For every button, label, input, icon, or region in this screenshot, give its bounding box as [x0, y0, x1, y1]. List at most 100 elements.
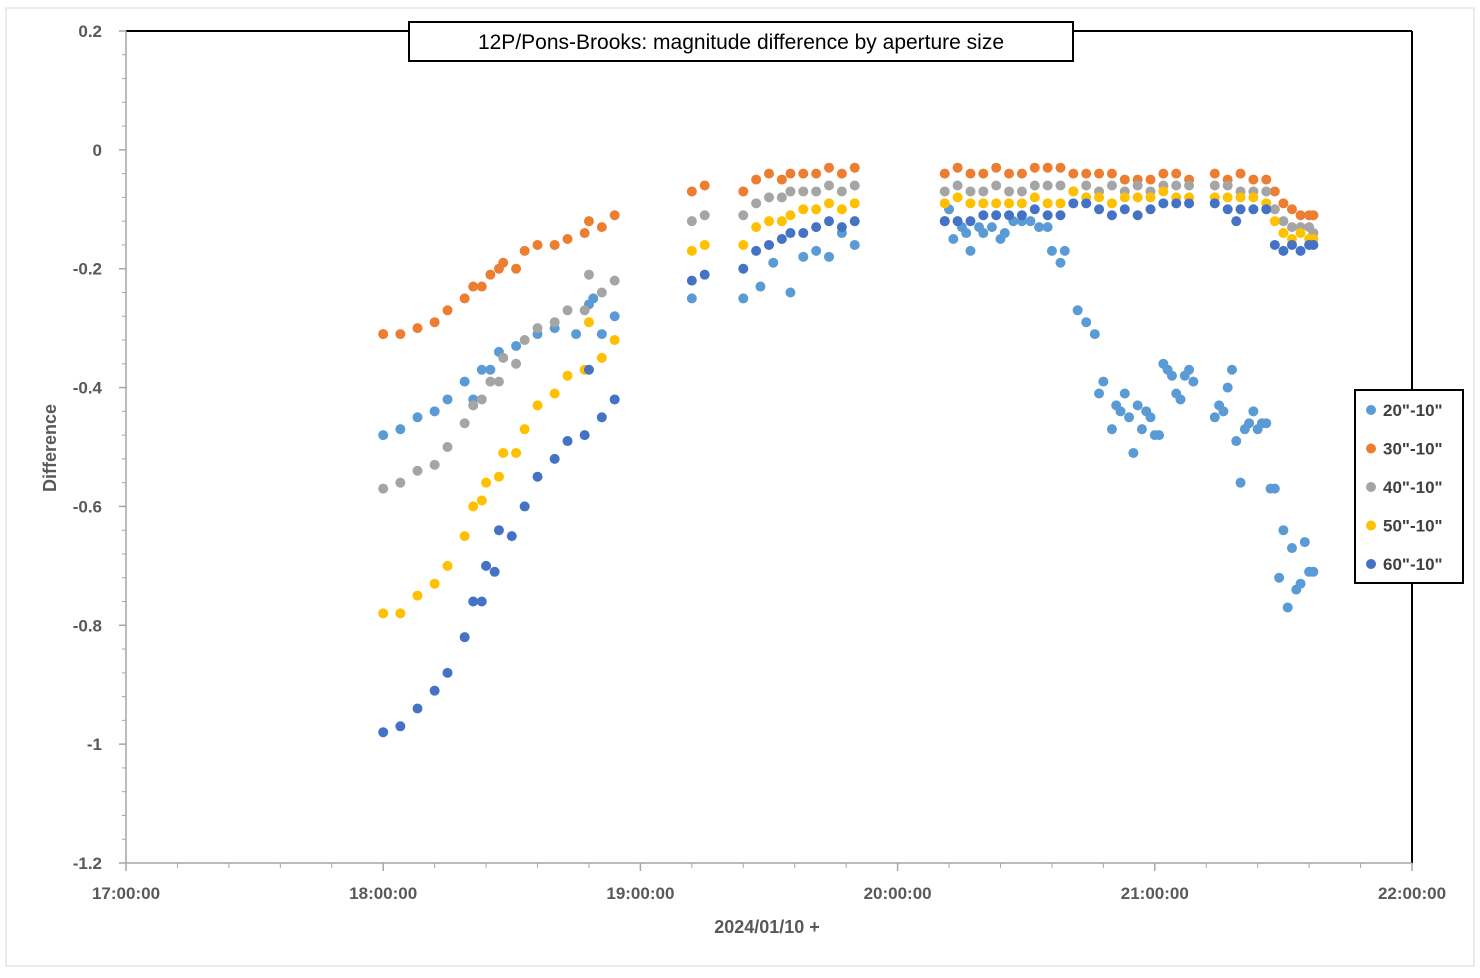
data-point	[1106, 210, 1117, 221]
legend-label: 50"-10"	[1383, 517, 1443, 536]
data-point	[412, 703, 423, 714]
data-point	[764, 216, 774, 227]
data-point	[378, 727, 389, 738]
data-point	[1274, 572, 1285, 583]
data-point	[751, 222, 762, 233]
data-point	[965, 186, 976, 197]
data-point	[476, 364, 487, 375]
data-point	[811, 245, 822, 256]
data-point	[965, 198, 976, 209]
data-point	[562, 436, 573, 447]
data-point	[1278, 198, 1289, 209]
data-point	[948, 234, 959, 244]
data-point	[1132, 180, 1143, 191]
data-point	[1209, 168, 1220, 179]
data-point	[511, 263, 522, 274]
data-point	[1175, 394, 1186, 405]
data-point	[776, 192, 787, 203]
data-point	[1308, 239, 1319, 250]
data-point	[562, 305, 573, 316]
data-point	[1132, 192, 1143, 203]
data-point	[776, 234, 787, 244]
data-point	[1184, 364, 1195, 375]
x-tick-label: 21:00:00	[1121, 884, 1189, 903]
data-point	[1261, 174, 1272, 185]
data-point	[978, 198, 989, 209]
data-point	[1295, 210, 1306, 221]
data-point	[764, 192, 774, 203]
y-tick-label: -0.6	[73, 497, 102, 516]
data-point	[459, 293, 470, 304]
data-point	[1004, 168, 1015, 179]
data-point	[1094, 168, 1105, 179]
data-point	[1222, 204, 1233, 215]
data-point	[798, 251, 809, 262]
data-point	[1278, 216, 1289, 227]
x-tick-label: 22:00:00	[1378, 884, 1446, 903]
data-point	[519, 501, 530, 512]
data-point	[579, 430, 590, 441]
data-point	[412, 590, 423, 601]
data-point	[562, 370, 573, 381]
data-point	[1094, 388, 1105, 399]
data-point	[1055, 257, 1066, 268]
data-point	[1098, 376, 1109, 387]
data-point	[468, 501, 479, 512]
legend-marker	[1366, 482, 1376, 492]
series-5	[378, 198, 1319, 738]
data-point	[824, 251, 835, 262]
data-point	[785, 210, 796, 221]
data-point	[596, 287, 607, 298]
data-point	[395, 477, 406, 488]
data-point	[965, 168, 976, 179]
data-point	[1286, 222, 1297, 233]
data-point	[493, 525, 504, 536]
data-point	[532, 400, 543, 411]
data-point	[412, 412, 423, 423]
data-point	[1094, 192, 1105, 203]
data-point	[811, 222, 822, 233]
data-point	[798, 168, 809, 179]
data-point	[532, 239, 543, 250]
data-point	[459, 418, 470, 429]
data-point	[476, 495, 487, 506]
data-point	[549, 317, 560, 328]
data-point	[395, 329, 406, 340]
data-point	[1154, 430, 1165, 441]
data-point	[1226, 364, 1237, 375]
y-axis-label: Difference	[40, 404, 60, 492]
data-point	[1222, 180, 1233, 191]
x-axis-label: 2024/01/10 +	[714, 917, 820, 937]
data-point	[1068, 168, 1079, 179]
data-point	[824, 198, 835, 209]
x-tick-label: 20:00:00	[864, 884, 932, 903]
data-point	[1231, 436, 1242, 447]
data-point	[519, 424, 530, 435]
legend-label: 40"-10"	[1383, 478, 1443, 497]
data-point	[1132, 210, 1143, 221]
data-point	[1248, 192, 1259, 203]
data-point	[459, 376, 470, 387]
data-point	[1004, 186, 1015, 197]
data-point	[1081, 198, 1092, 209]
data-point	[442, 667, 453, 678]
data-point	[836, 204, 847, 215]
chart-outer-border	[5, 7, 1475, 967]
legend-label: 30"-10"	[1383, 440, 1443, 459]
data-point	[1072, 305, 1083, 316]
data-point	[609, 335, 620, 346]
data-point	[511, 358, 522, 369]
data-point	[485, 376, 496, 387]
data-point	[1119, 192, 1130, 203]
data-point	[1089, 329, 1100, 340]
data-point	[1145, 174, 1156, 185]
data-point	[1119, 204, 1130, 215]
data-point	[978, 168, 989, 179]
data-point	[1055, 198, 1066, 209]
data-point	[978, 228, 989, 239]
data-point	[811, 168, 822, 179]
data-point	[811, 204, 822, 215]
data-point	[1081, 317, 1092, 328]
data-point	[412, 465, 423, 476]
